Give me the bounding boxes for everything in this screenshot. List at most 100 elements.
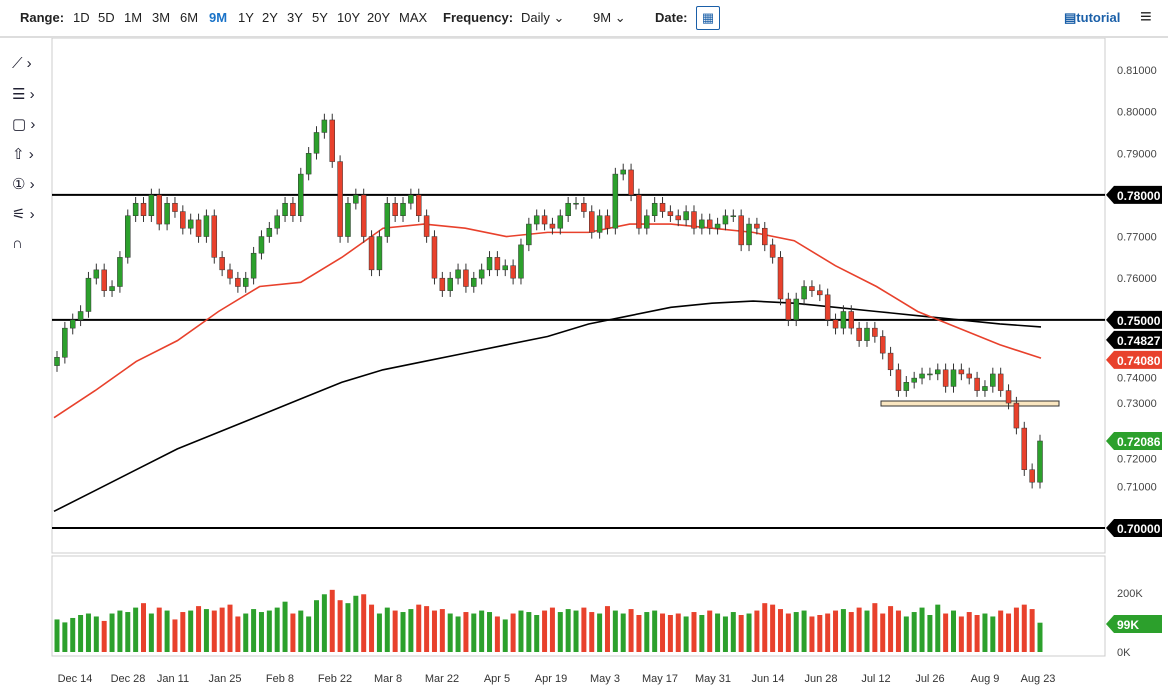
candle-body <box>651 202 658 216</box>
volume-bar <box>715 613 721 652</box>
candle-body <box>242 277 249 287</box>
range-5D[interactable]: 5D <box>98 10 115 25</box>
volume-bar <box>109 613 115 652</box>
candle-body <box>313 132 320 154</box>
candle-body <box>345 202 351 237</box>
candle-body <box>298 173 304 216</box>
magnet-icon[interactable]: ∩ <box>12 235 23 252</box>
candle-body <box>415 194 422 216</box>
volume-tick-label: 0K <box>1117 647 1131 659</box>
candle-body <box>762 227 768 246</box>
candle-body <box>958 369 965 375</box>
range-3Y[interactable]: 3Y <box>287 10 303 25</box>
range-10Y[interactable]: 10Y <box>337 10 361 25</box>
volume-bar <box>675 613 681 652</box>
support-zone <box>880 400 1060 407</box>
volume-bar <box>479 610 485 652</box>
label-075: 0.75000 <box>1117 314 1161 328</box>
range-9M[interactable]: 9M <box>209 10 228 25</box>
volume-bar <box>54 619 60 652</box>
candle-body <box>290 202 296 216</box>
range-5Y[interactable]: 5Y <box>312 10 328 25</box>
volume-bar <box>282 601 288 652</box>
candle-body <box>746 223 752 246</box>
volume-bar <box>683 616 689 652</box>
range-20Y[interactable]: 20Y <box>367 10 391 25</box>
range-1D[interactable]: 1D <box>73 10 90 25</box>
volume-bar <box>762 603 768 652</box>
volume-bar <box>699 615 705 652</box>
volume-bar <box>1029 609 1035 652</box>
fibonacci-tool-icon[interactable]: ☰ › <box>12 86 35 103</box>
candle-body <box>903 382 910 391</box>
volume-bar <box>416 604 422 652</box>
volume-bar <box>306 616 312 652</box>
volume-bar <box>825 613 831 652</box>
candle-body <box>919 373 925 379</box>
candle-body <box>258 236 265 254</box>
line-tool-icon[interactable]: ⟋ › <box>12 55 32 72</box>
volume-bar <box>793 612 799 652</box>
volume-bar <box>1037 622 1043 652</box>
x-tick-label: May 3 <box>590 673 620 685</box>
indicator-tool-icon[interactable]: ⚟ › <box>12 206 35 223</box>
label-078-bg <box>1106 185 1162 204</box>
label-volume-last: 99K <box>1117 618 1139 632</box>
y-tick-label: 0.76000 <box>1117 273 1157 285</box>
candle-body <box>879 336 886 354</box>
range-1Y[interactable]: 1Y <box>238 10 254 25</box>
range-1M[interactable]: 1M <box>124 10 143 25</box>
candle-body <box>156 194 162 225</box>
range-6M[interactable]: 6M <box>180 10 199 25</box>
range-3M[interactable]: 3M <box>152 10 171 25</box>
annotation-tool-icon[interactable]: ① › <box>12 176 35 193</box>
rectangle-tool-icon[interactable]: ▢ › <box>12 116 36 133</box>
candle-body <box>581 202 587 212</box>
candle-body <box>950 369 957 387</box>
tutorial-link[interactable]: ▤tutorial <box>1064 10 1121 25</box>
range-MAX[interactable]: MAX <box>399 10 428 25</box>
candle-body <box>557 215 564 229</box>
price-chart[interactable]: Dec 14 Dec 28 Jan 11 Jan 25 Feb 8 Feb 22 Mar 8… <box>0 38 1168 693</box>
x-tick-label: Apr 19 <box>535 673 567 685</box>
y-tick-label: 0.81000 <box>1117 65 1157 77</box>
range-label: Range: <box>20 10 65 25</box>
volume-bar <box>180 612 186 652</box>
calendar-icon[interactable]: ▦ <box>696 6 720 30</box>
candle-body <box>533 215 540 225</box>
volume-frame <box>51 555 1106 657</box>
volume-bar <box>211 610 217 652</box>
volume-bar <box>864 610 870 652</box>
volume-bar <box>510 613 516 652</box>
y-tick-label: 0.74000 <box>1117 372 1157 384</box>
candle-body <box>376 236 383 271</box>
volume-bar <box>840 609 846 652</box>
range-2Y[interactable]: 2Y <box>262 10 278 25</box>
volume-bar <box>856 607 862 652</box>
candle-body <box>982 386 988 391</box>
volume-bar <box>156 607 162 652</box>
x-tick-label: Aug 9 <box>971 673 1000 685</box>
candle-body <box>431 236 438 279</box>
candle-body <box>620 169 626 175</box>
candle-body <box>408 194 414 204</box>
volume-bar <box>785 613 791 652</box>
period-select[interactable]: 9M ⌄ <box>593 10 626 25</box>
volume-bar <box>974 615 980 652</box>
frequency-select[interactable]: Daily ⌄ <box>521 10 565 25</box>
volume-bar <box>817 615 823 652</box>
y-tick-label: 0.77000 <box>1117 232 1157 244</box>
candle-body <box>777 257 784 300</box>
candle-body <box>824 294 831 321</box>
volume-bar <box>919 607 925 652</box>
volume-bar <box>203 609 209 652</box>
candle-body <box>69 319 76 329</box>
candle-body <box>966 373 972 379</box>
candle-body <box>817 290 823 296</box>
menu-icon[interactable]: ≡ <box>1140 6 1152 28</box>
volume-bar <box>376 613 382 652</box>
volume-bar <box>652 610 658 652</box>
volume-bar <box>612 610 618 652</box>
arrow-tool-icon[interactable]: ⇧ › <box>12 146 34 163</box>
candle-body <box>793 298 799 321</box>
